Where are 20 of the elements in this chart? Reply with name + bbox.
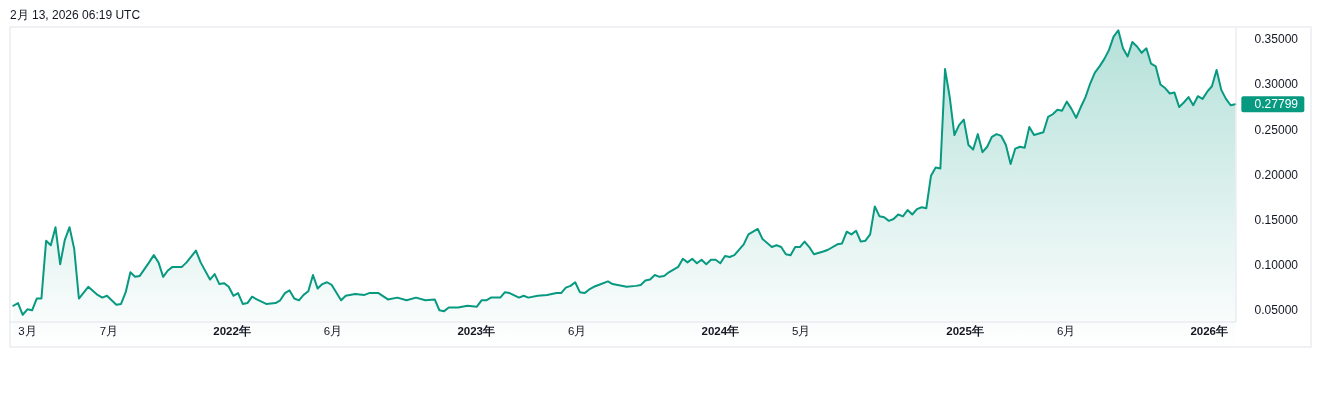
y-tick-label: 0.25000 [1254,122,1299,137]
x-tick-label: 2024年 [701,324,740,337]
y-tick-label: 0.15000 [1254,212,1299,227]
y-tick-label: 0.05000 [1254,303,1299,318]
y-tick-label: 0.30000 [1254,77,1299,92]
x-tick-label: 6月 [567,325,587,337]
x-tick-label: 3月 [18,325,37,337]
x-tick-label: 2022年 [213,324,251,337]
chart-title: 2月 13, 2026 06:19 UTC [10,8,141,22]
x-tick-label: 7月 [99,325,119,337]
y-tick-label: 0.35000 [1254,32,1299,47]
x-tick-label: 5月 [792,325,811,337]
x-tick-label: 6月 [323,325,343,337]
x-tick-label: 2026年 [1190,324,1229,337]
annotation: 0.27799 [1254,97,1299,112]
x-tick-label: 2023年 [457,324,495,337]
x-tick-label: 2025年 [946,324,984,337]
x-tick-label: 6月 [1056,325,1076,337]
y-tick-label: 0.10000 [1254,258,1299,273]
y-tick-label: 0.20000 [1254,167,1299,182]
